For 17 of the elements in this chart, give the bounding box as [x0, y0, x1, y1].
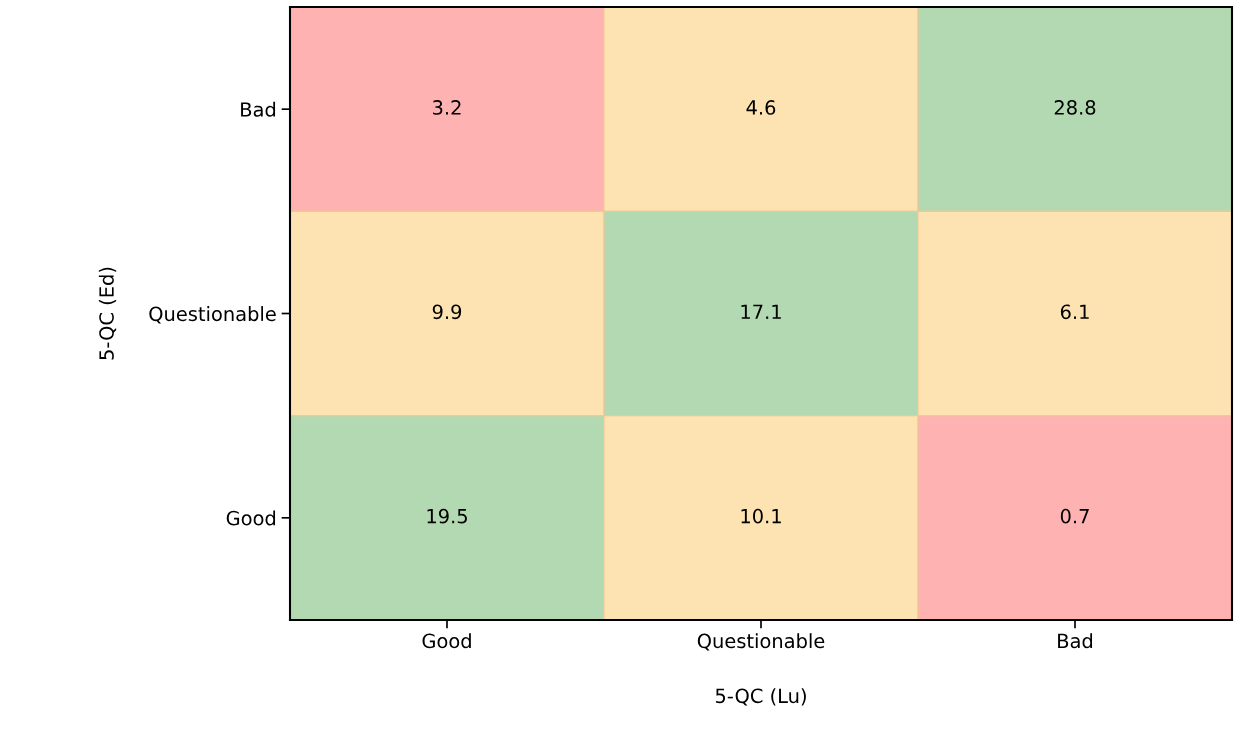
data-label: 10.1	[741, 508, 781, 524]
data-label: 6.1	[1060, 304, 1089, 320]
x-tick-label: Bad	[1058, 633, 1093, 649]
x-axis-title: 5-QC (Lu)	[715, 688, 806, 706]
y-tick-label: Bad	[241, 101, 276, 117]
data-label: 19.5	[427, 508, 467, 524]
x-tick-label: Good	[422, 633, 471, 649]
data-label: 0.7	[1060, 508, 1089, 524]
data-label: 3.2	[433, 100, 461, 115]
data-label: 9.9	[432, 304, 462, 320]
data-label: 4.6	[746, 100, 776, 115]
y-tick-label: Good	[226, 510, 276, 526]
x-tick-label: Questionable	[697, 633, 825, 651]
y-tick-label: Questionable	[149, 306, 276, 324]
data-label: 17.1	[741, 304, 781, 319]
data-label: 28.8	[1054, 100, 1096, 115]
y-axis-title: 5-QC (Ed)	[98, 267, 117, 360]
